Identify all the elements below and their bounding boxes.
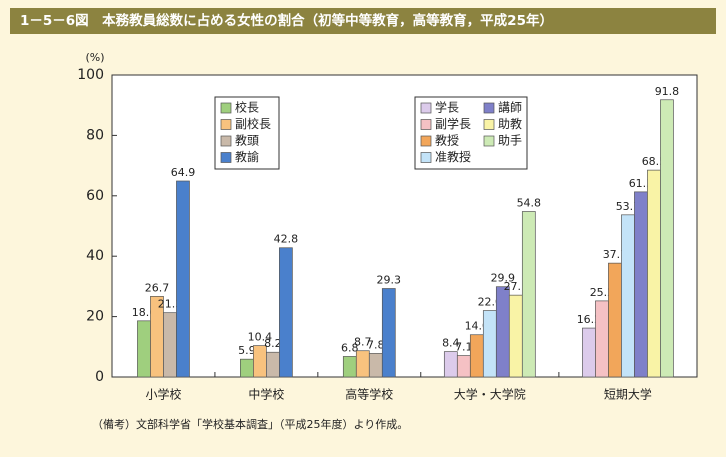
x-tick-label: 小学校	[145, 387, 181, 402]
y-tick-label: 0	[95, 369, 104, 385]
data-label: 5.9	[238, 344, 256, 357]
legend-box	[414, 96, 528, 170]
chart-title: 1－5－6図 本務教員総数に占める女性の割合（初等中等教育，高等教育，平成25年…	[20, 12, 553, 29]
y-tick-label: 80	[86, 127, 104, 143]
data-label: 7.8	[367, 338, 385, 351]
y-tick-label: 40	[86, 248, 104, 264]
data-label: 91.8	[655, 85, 680, 98]
legend-label: 准教授	[435, 149, 471, 164]
legend-label: 教諭	[235, 149, 259, 164]
data-label: 42.8	[274, 233, 299, 246]
data-label: 27.1	[504, 280, 529, 293]
legend-swatch	[220, 152, 232, 163]
legend-label: 副校長	[235, 116, 271, 131]
bar	[647, 169, 661, 378]
legend-swatch	[220, 102, 232, 114]
legend-swatch	[420, 119, 432, 130]
legend-label: 教授	[435, 133, 459, 148]
legend-swatch	[420, 135, 432, 147]
bar	[137, 320, 151, 378]
x-tick-label: 短期大学	[604, 387, 652, 402]
bar	[381, 288, 396, 378]
bar	[469, 334, 484, 378]
data-label: 21.3	[158, 298, 183, 311]
bar	[176, 180, 190, 378]
legend-label: 学長	[435, 100, 459, 115]
bar	[521, 211, 536, 378]
bar	[495, 286, 510, 378]
legend-label: 助手	[498, 134, 522, 148]
data-label: 14.0	[465, 320, 490, 333]
bar	[482, 310, 497, 378]
legend-label: 教頭	[235, 133, 259, 148]
data-label: 25.2	[590, 286, 615, 299]
data-label: 37.7	[603, 248, 628, 261]
legend-label: 講師	[498, 100, 522, 115]
data-label: 8.4	[442, 337, 460, 350]
note: （備考）文部科学省「学校基本調査」（平成25年度）より作成。	[92, 417, 408, 431]
bar	[342, 356, 357, 378]
legend-swatch	[483, 135, 495, 147]
bar	[660, 99, 674, 378]
x-tick-label: 高等学校	[345, 387, 393, 402]
bar	[279, 247, 293, 378]
legend-swatch	[220, 119, 232, 130]
data-label: 7.1	[455, 341, 473, 354]
data-label: 6.8	[341, 341, 359, 354]
data-label: 64.9	[171, 166, 196, 179]
legend-swatch	[220, 135, 232, 147]
legend-swatch	[483, 119, 495, 130]
data-label: 68.5	[642, 155, 667, 168]
y-tick-label: 20	[86, 309, 104, 325]
bar	[253, 345, 267, 378]
bar	[621, 214, 635, 378]
bar	[355, 350, 370, 378]
data-label: 18.6	[132, 306, 157, 319]
data-label: 26.7	[145, 281, 170, 294]
data-label: 29.9	[491, 272, 516, 285]
bar	[634, 191, 648, 378]
data-label: 10.4	[248, 331, 273, 344]
bar	[595, 300, 609, 378]
data-label: 16.2	[577, 313, 602, 326]
bar	[368, 353, 383, 378]
legend-label: 助教	[498, 116, 522, 131]
x-tick-label: 大学・大学院	[454, 387, 526, 402]
bar	[240, 358, 254, 378]
legend-swatch	[420, 152, 432, 163]
bar	[582, 327, 596, 378]
bar	[508, 294, 523, 378]
data-label: 29.3	[377, 274, 402, 287]
bar	[456, 355, 471, 378]
legend-label: 副学長	[435, 116, 471, 131]
legend-swatch	[420, 102, 432, 114]
bar	[443, 351, 458, 378]
data-label: 22.0	[478, 296, 503, 309]
data-label: 8.2	[264, 337, 282, 350]
y-axis-label: (%)	[85, 51, 104, 64]
legend-swatch	[483, 102, 495, 114]
y-tick-label: 60	[86, 188, 104, 204]
title-band	[10, 8, 716, 34]
data-label: 61.3	[629, 177, 654, 190]
data-label: 54.8	[517, 197, 542, 210]
data-label: 8.7	[354, 336, 372, 349]
y-tick-label: 100	[77, 67, 104, 83]
bar	[163, 312, 177, 378]
x-tick-label: 中学校	[248, 387, 284, 402]
bar	[266, 351, 280, 378]
bar	[608, 262, 622, 378]
data-label: 53.7	[616, 200, 641, 213]
legend-label: 校長	[235, 100, 259, 115]
